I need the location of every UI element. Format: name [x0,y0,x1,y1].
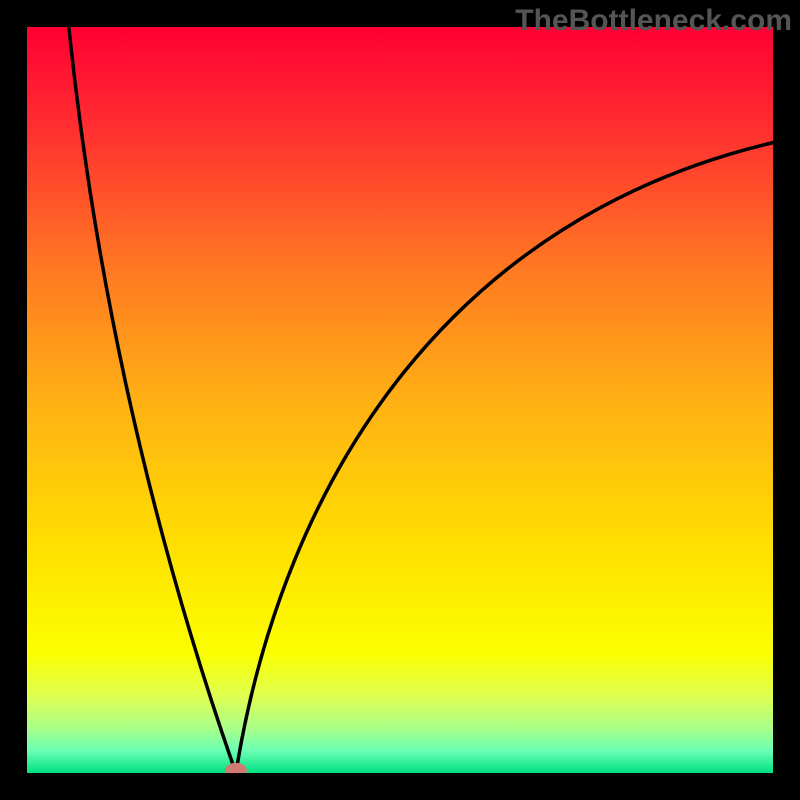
watermark-text: TheBottleneck.com [515,4,792,38]
frame-border [0,773,800,800]
frame-border [0,0,27,800]
plot-gradient [27,27,773,773]
frame-border [773,0,800,800]
bottleneck-chart [0,0,800,800]
chart-container: TheBottleneck.com [0,0,800,800]
